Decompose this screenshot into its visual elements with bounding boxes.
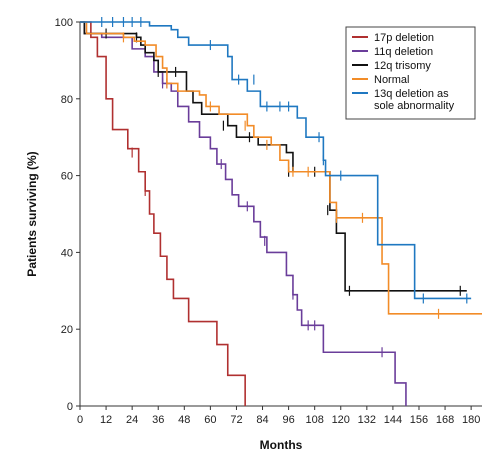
series-line bbox=[80, 21, 407, 406]
y-tick-label: 80 bbox=[61, 94, 73, 106]
legend-label: 11q deletion bbox=[374, 46, 433, 58]
x-tick-label: 156 bbox=[410, 414, 428, 426]
y-tick-label: 60 bbox=[61, 171, 73, 183]
x-tick-label: 60 bbox=[204, 414, 216, 426]
series-1 bbox=[80, 21, 246, 406]
y-axis-title: Patients surviving (%) bbox=[25, 151, 39, 276]
x-tick-label: 180 bbox=[462, 414, 480, 426]
x-tick-label: 168 bbox=[436, 414, 454, 426]
x-ticks: 0 12 24 36 48 60 72 84 96 108 120 132 144 156 168 180 bbox=[77, 406, 480, 426]
legend-label: 13q deletion as sole abnormality bbox=[374, 88, 455, 112]
legend-label: 12q trisomy bbox=[374, 60, 431, 72]
x-tick-label: 48 bbox=[178, 414, 190, 426]
x-tick-label: 84 bbox=[256, 414, 268, 426]
x-tick-label: 0 bbox=[77, 414, 83, 426]
x-tick-label: 72 bbox=[230, 414, 242, 426]
y-tick-label: 40 bbox=[61, 247, 73, 259]
x-tick-label: 96 bbox=[282, 414, 294, 426]
x-tick-label: 24 bbox=[126, 414, 138, 426]
legend: 17p deletion 11q deletion 12q trisomy Norma… bbox=[345, 26, 476, 120]
y-tick-label: 0 bbox=[67, 401, 73, 413]
x-axis-title: Months bbox=[260, 438, 303, 452]
legend-box bbox=[345, 26, 476, 120]
y-tick-label: 100 bbox=[55, 17, 73, 29]
x-tick-label: 120 bbox=[332, 414, 350, 426]
x-tick-label: 12 bbox=[100, 414, 112, 426]
x-tick-label: 108 bbox=[306, 414, 324, 426]
legend-label: Normal bbox=[374, 74, 409, 86]
x-tick-label: 132 bbox=[358, 414, 376, 426]
series-line bbox=[80, 21, 472, 300]
series-5 bbox=[80, 17, 472, 304]
x-tick-label: 36 bbox=[152, 414, 164, 426]
y-tick-label: 20 bbox=[61, 324, 73, 336]
y-ticks: 0 20 40 60 80 100 bbox=[55, 17, 80, 413]
x-tick-label: 144 bbox=[384, 414, 402, 426]
series-line bbox=[80, 21, 246, 406]
series-layer bbox=[80, 17, 482, 406]
axes bbox=[79, 22, 482, 407]
legend-label: 17p deletion bbox=[374, 32, 434, 44]
series-4 bbox=[80, 21, 482, 319]
series-line bbox=[80, 21, 482, 315]
